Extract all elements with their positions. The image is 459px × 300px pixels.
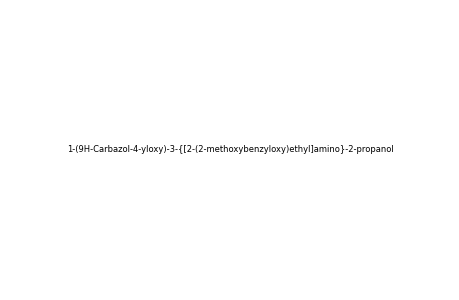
Text: 1-(9H-Carbazol-4-yloxy)-3-{[2-(2-methoxybenzyloxy)ethyl]amino}-2-propanol: 1-(9H-Carbazol-4-yloxy)-3-{[2-(2-methoxy… [67,146,392,154]
